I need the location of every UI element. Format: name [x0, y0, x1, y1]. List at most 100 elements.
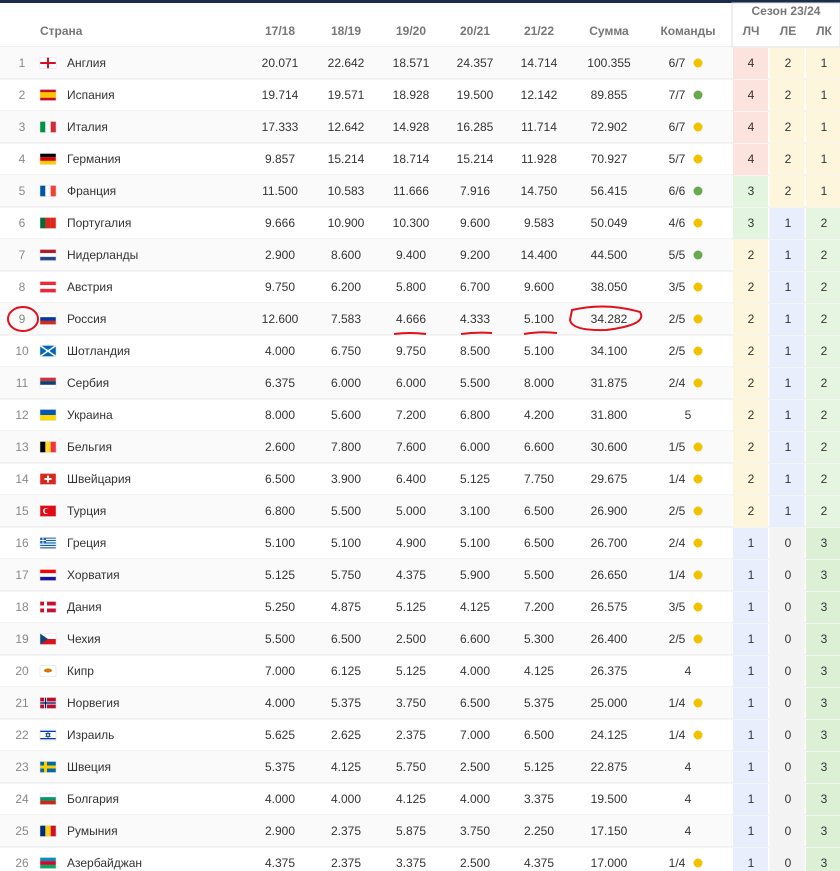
status-dot [693, 698, 703, 708]
cell: 7.600 [396, 440, 426, 454]
cell: 1 [748, 696, 755, 710]
cell: 6.000 [460, 440, 490, 454]
cup-cell [733, 304, 768, 335]
flag-part [44, 668, 52, 673]
cup-cell [733, 496, 768, 527]
cell: 2 [821, 280, 828, 294]
country: Чехия [67, 632, 101, 646]
flag [39, 825, 57, 837]
row-band [0, 239, 732, 271]
flag-part [40, 800, 56, 805]
status-dot [693, 314, 703, 324]
flag [39, 249, 57, 261]
column-header: 17/18 [265, 24, 295, 38]
cell: 50.049 [591, 216, 628, 230]
flag-part [40, 441, 46, 453]
cell: 9.583 [524, 216, 554, 230]
flag-part [40, 702, 56, 704]
cell: 1 [748, 632, 755, 646]
flag [39, 505, 57, 517]
cell: 5.300 [524, 632, 554, 646]
cell: 2/4 [669, 376, 686, 390]
flag-border [39, 409, 57, 421]
cell: 1 [785, 472, 792, 486]
cell: 2.375 [331, 824, 361, 838]
cell: 4.125 [524, 664, 554, 678]
cell: 4.000 [460, 664, 490, 678]
cell: 2.500 [460, 856, 490, 870]
status-dot [693, 122, 703, 132]
flag [39, 665, 57, 677]
cell: 5.750 [331, 568, 361, 582]
cell: 9.750 [265, 280, 295, 294]
flag-part [40, 185, 46, 197]
top-bar [0, 0, 840, 3]
cup-cell [769, 656, 805, 687]
cell: 3 [821, 632, 828, 646]
rank: 23 [15, 760, 29, 774]
cup-cell [806, 528, 840, 559]
cup-cell [806, 48, 840, 79]
country: Хорватия [67, 568, 120, 582]
cell: 5.000 [396, 504, 426, 518]
cell: 4 [748, 88, 755, 102]
cell: 4 [748, 152, 755, 166]
cell: 3 [821, 536, 828, 550]
country: Азербайджан [67, 856, 142, 870]
circle-mark [7, 306, 39, 332]
flag [39, 729, 57, 741]
country: Франция [67, 184, 116, 198]
cell: 2/5 [669, 504, 686, 518]
cell: 5.600 [331, 408, 361, 422]
cell: 1 [748, 824, 755, 838]
cell: 10.583 [328, 184, 365, 198]
cell: 1 [821, 120, 828, 134]
flag-part [40, 730, 56, 732]
flag [39, 217, 57, 229]
cell: 3 [748, 216, 755, 230]
row-band [0, 559, 732, 591]
cell: 19.500 [457, 88, 494, 102]
cell: 2 [821, 408, 828, 422]
cell: 1/4 [669, 728, 686, 742]
flag-border [39, 121, 57, 133]
cell: 4.333 [460, 312, 490, 326]
cell: 2 [821, 440, 828, 454]
cup-cell [806, 848, 840, 871]
cell: 3 [821, 824, 828, 838]
rank: 20 [15, 664, 29, 678]
cell: 5.125 [460, 472, 490, 486]
cell: 3 [821, 568, 828, 582]
status-dot [693, 58, 703, 68]
cell: 6/7 [669, 120, 686, 134]
flag-part [40, 249, 56, 254]
cell: 30.600 [591, 440, 628, 454]
cell: 6.600 [460, 632, 490, 646]
cell: 5/5 [669, 248, 686, 262]
cup-cell [733, 752, 768, 783]
cup-cell [806, 336, 840, 367]
flag-part [40, 384, 56, 389]
cell: 4.375 [396, 568, 426, 582]
flag-border [39, 729, 57, 741]
cell: 56.415 [591, 184, 628, 198]
flag-part [40, 729, 56, 741]
cell: 4/6 [669, 216, 686, 230]
cell: 2 [748, 472, 755, 486]
cell: 3 [821, 856, 828, 870]
flag [39, 601, 57, 613]
cell: 5.750 [396, 760, 426, 774]
cell: 2 [748, 504, 755, 518]
cell: 11.666 [393, 184, 429, 198]
flag-part [40, 544, 56, 547]
cup-cell [769, 432, 805, 463]
flag-part [40, 92, 56, 96]
cell: 5.100 [524, 344, 554, 358]
cell: 3 [748, 184, 755, 198]
cup-cell [733, 688, 768, 719]
flag-border [39, 57, 57, 69]
cup-cell [806, 240, 840, 271]
underline [393, 332, 427, 335]
cell: 5 [685, 408, 692, 422]
cell: 1/4 [669, 696, 686, 710]
